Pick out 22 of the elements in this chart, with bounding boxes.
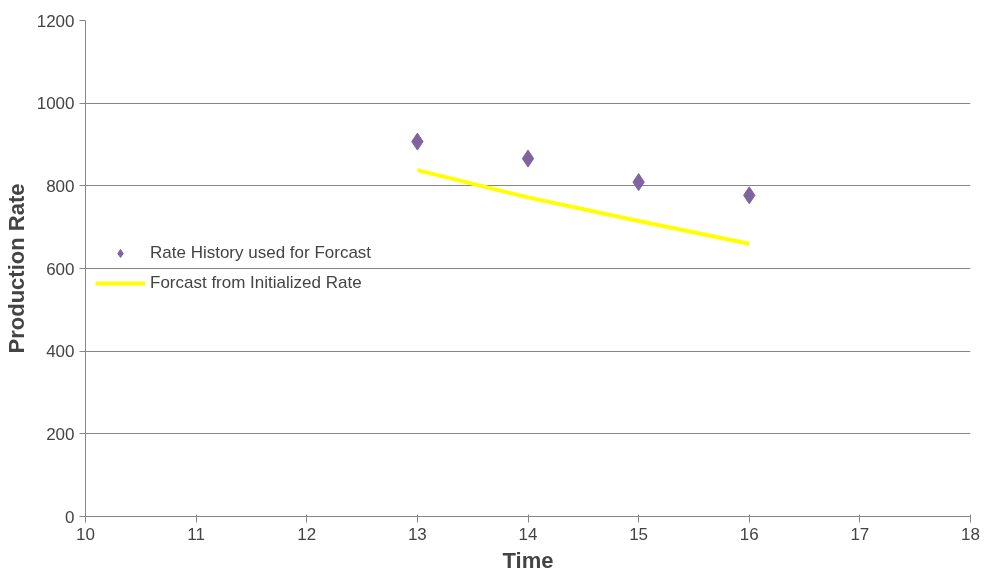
x-tick-label: 16 — [739, 524, 759, 544]
y-tick-label: 800 — [46, 176, 75, 196]
x-tick-label: 17 — [850, 524, 870, 544]
y-tick-label: 600 — [46, 259, 75, 279]
y-tick-label: 0 — [65, 507, 75, 527]
x-axis-title: Time — [502, 547, 554, 573]
x-tick-label: 15 — [629, 524, 649, 544]
y-tick-label: 400 — [46, 342, 75, 362]
point — [521, 149, 535, 168]
legend-label: Forcast from Initialized Rate — [150, 273, 362, 293]
y-axis-title: Production Rate — [3, 183, 29, 354]
x-tick-label: 12 — [297, 524, 317, 544]
y-tick-label: 200 — [46, 424, 75, 444]
x-tick-label: 18 — [961, 524, 980, 544]
line-series — [415, 168, 752, 246]
x-tick-label: 11 — [187, 524, 205, 544]
legend-label: Rate History used for Forcast — [150, 243, 372, 263]
y-tick-label: 1200 — [36, 11, 75, 31]
x-tick-label: 14 — [518, 524, 538, 544]
x-tick-label: 13 — [407, 524, 427, 544]
y-tick-label: 1000 — [36, 94, 75, 114]
x-tick-label: 10 — [76, 524, 95, 544]
